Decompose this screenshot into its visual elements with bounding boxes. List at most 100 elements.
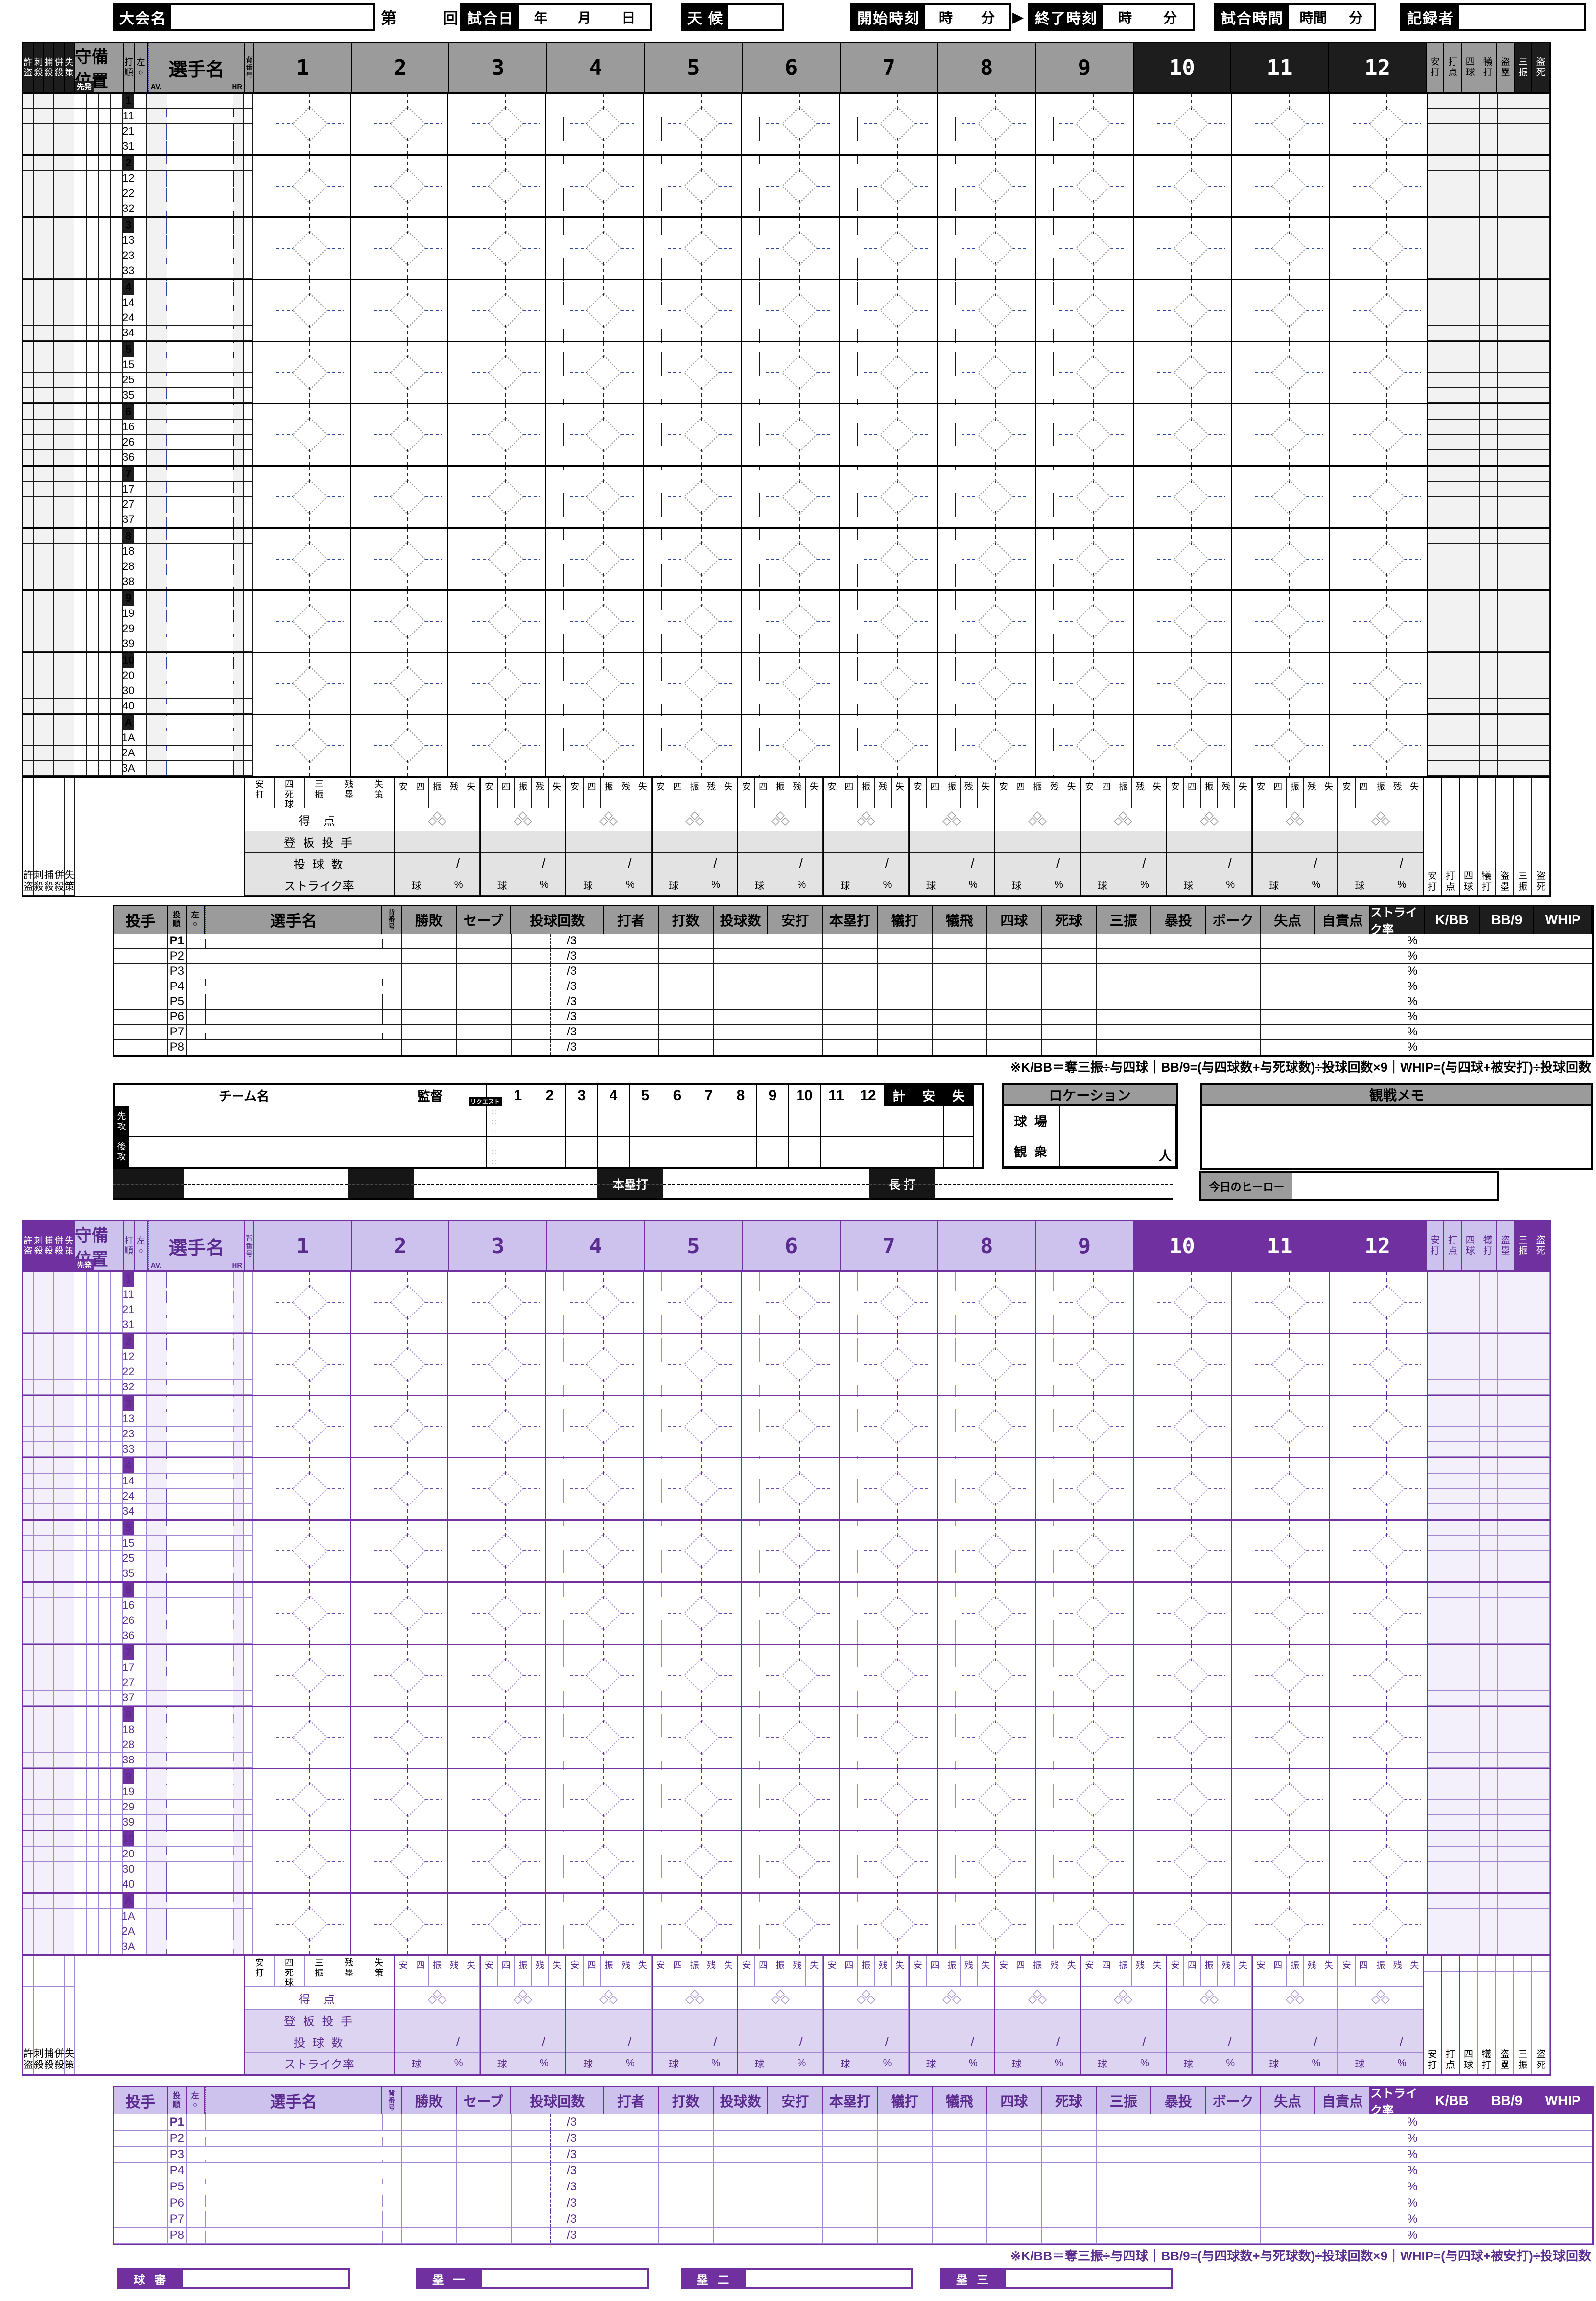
write-cell[interactable] [23, 1924, 34, 1939]
count-strip[interactable] [644, 1272, 662, 1333]
stat-input[interactable] [1480, 373, 1498, 388]
av-cell[interactable] [146, 109, 167, 123]
write-cell[interactable] [111, 1442, 123, 1457]
write-cell[interactable] [33, 715, 44, 730]
write-cell[interactable] [44, 1894, 54, 1909]
stat-input[interactable] [1480, 1458, 1498, 1474]
stat-input[interactable] [1428, 1272, 1445, 1287]
count-strip[interactable] [1330, 218, 1348, 279]
pitcher-name-input[interactable] [205, 2114, 382, 2131]
write-cell[interactable] [54, 171, 65, 186]
count-strip[interactable] [1330, 1769, 1348, 1830]
write-cell[interactable] [64, 1536, 75, 1551]
write-cell[interactable] [134, 373, 147, 388]
write-cell[interactable] [23, 233, 34, 248]
av-cell[interactable] [146, 574, 167, 589]
stat-input[interactable] [1480, 529, 1498, 544]
stat-input[interactable] [1428, 544, 1445, 559]
write-cell[interactable] [98, 109, 111, 124]
inning-cell[interactable] [1036, 156, 1134, 216]
stat-input[interactable] [1515, 201, 1533, 216]
write-cell[interactable] [64, 201, 75, 216]
av-cell[interactable] [146, 1380, 167, 1394]
stat-input[interactable] [1497, 342, 1515, 357]
count-strip[interactable] [938, 1396, 956, 1457]
stat-input[interactable] [1428, 233, 1445, 248]
stat-input[interactable] [1497, 233, 1515, 248]
count-strip[interactable] [1036, 1707, 1054, 1768]
stat-input[interactable] [1428, 1924, 1445, 1939]
write-cell[interactable] [134, 109, 147, 124]
inning-cell[interactable] [840, 1645, 939, 1706]
count-strip[interactable] [1036, 1894, 1054, 1954]
stat-input[interactable] [1428, 420, 1445, 435]
stat-input-ボーク[interactable] [1206, 964, 1261, 979]
write-cell[interactable] [54, 1458, 65, 1474]
hr-cell[interactable] [233, 574, 244, 589]
stat-input[interactable] [1515, 186, 1533, 201]
stat-input[interactable] [1532, 1909, 1550, 1924]
score-input[interactable] [566, 1987, 652, 2010]
write-cell[interactable] [98, 1474, 111, 1489]
stat-input-WHIP[interactable] [1534, 949, 1592, 964]
inning-cell[interactable] [1330, 1272, 1428, 1333]
inning-cell[interactable] [1036, 218, 1134, 279]
stat-input[interactable] [1445, 621, 1463, 636]
write-cell[interactable] [111, 1551, 123, 1566]
stat-input[interactable] [1532, 201, 1550, 216]
count-strip[interactable] [1330, 715, 1348, 776]
stat-input-失点[interactable] [1261, 2163, 1316, 2179]
stat-input[interactable] [1462, 1831, 1480, 1847]
jersey-input[interactable] [244, 1474, 253, 1489]
write-cell[interactable] [54, 94, 65, 109]
left-circle-input[interactable] [186, 2131, 205, 2147]
stat-input-ストライク率[interactable]: % [1370, 2228, 1425, 2244]
stat-input[interactable] [1480, 1551, 1498, 1566]
inning-cell[interactable] [351, 1396, 449, 1457]
write-cell[interactable] [23, 1769, 34, 1784]
write-cell[interactable] [134, 668, 147, 683]
stat-input[interactable] [1480, 1877, 1498, 1892]
stat-input-K/BB[interactable] [1425, 1010, 1480, 1025]
stat-input[interactable] [1462, 186, 1480, 201]
stat-input[interactable] [1462, 342, 1480, 357]
count-strip[interactable] [644, 1583, 662, 1644]
count-strip[interactable] [546, 1396, 564, 1457]
write-cell[interactable] [23, 357, 34, 373]
write-cell[interactable] [86, 1583, 99, 1598]
stat-input[interactable] [1428, 1411, 1445, 1427]
write-cell[interactable] [54, 1862, 65, 1877]
inning-cell[interactable] [1134, 1831, 1232, 1892]
stat-input[interactable] [1428, 435, 1445, 450]
write-cell[interactable] [74, 559, 87, 574]
inning-cell[interactable] [351, 280, 449, 341]
player-name-input[interactable] [167, 1894, 233, 1908]
count-strip[interactable] [938, 1831, 956, 1892]
stat-input[interactable] [1462, 1364, 1480, 1380]
write-cell[interactable] [111, 1737, 123, 1753]
stat-input[interactable] [1515, 1411, 1533, 1427]
umpire-input[interactable] [1006, 2270, 1171, 2287]
hr-cell[interactable] [233, 1877, 244, 1892]
jersey-input[interactable] [382, 2131, 402, 2147]
stat-input-犠飛[interactable] [932, 979, 987, 994]
stat-input-打者[interactable] [604, 2228, 659, 2244]
write-cell[interactable] [44, 683, 54, 699]
stat-input-四球[interactable] [987, 994, 1042, 1010]
inning-cell[interactable] [253, 1272, 351, 1333]
av-cell[interactable] [146, 450, 167, 465]
write-cell[interactable] [134, 1645, 147, 1660]
stat-input[interactable] [1445, 683, 1463, 699]
inning-cell[interactable] [1036, 1334, 1134, 1395]
stat-input[interactable] [1428, 1815, 1445, 1830]
total-input[interactable] [884, 1137, 914, 1167]
stat-input[interactable] [1497, 699, 1515, 714]
stat-input[interactable] [1497, 450, 1515, 465]
strike-rate-input[interactable]: 球% [823, 2053, 909, 2074]
write-cell[interactable] [98, 715, 111, 730]
av-cell[interactable] [146, 1877, 167, 1892]
stat-input[interactable] [1497, 653, 1515, 668]
hr-cell[interactable] [233, 559, 244, 574]
inning-cell[interactable] [351, 1645, 449, 1706]
inning-cell[interactable] [546, 280, 645, 341]
